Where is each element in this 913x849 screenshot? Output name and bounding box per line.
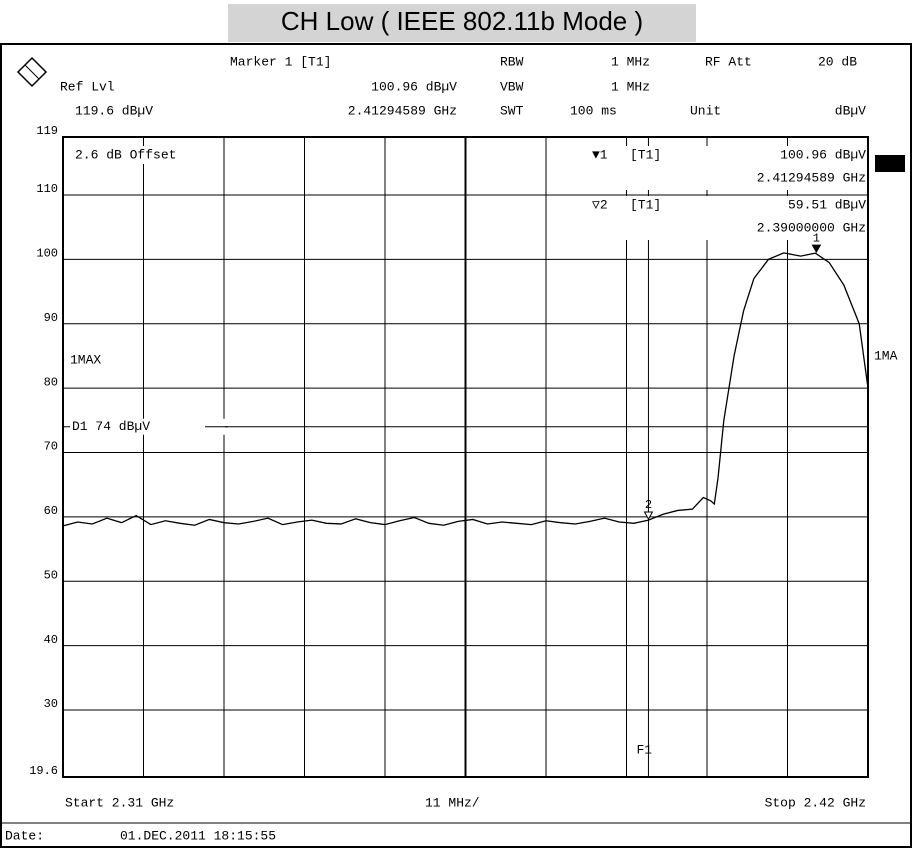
ref-lvl-label: Ref Lvl [60,79,115,94]
logo [16,56,48,88]
marker-trace: [T1] [630,197,661,212]
rf-att-label: RF Att [705,54,752,69]
marker-level: 100.96 dBµV [780,147,866,162]
marker-frequency: 2.41294589 GHz [757,170,866,185]
y-tick-label: 60 [44,504,58,518]
stop-frequency: Stop 2.42 GHz [765,795,866,810]
rbw-value: 1 MHz [611,54,650,69]
trace [62,252,869,527]
unit-value: dBµV [835,103,866,118]
start-frequency: Start 2.31 GHz [65,795,174,810]
unit-label: Unit [690,103,721,118]
swt-value: 100 ms [570,103,617,118]
y-tick-label: 40 [44,633,58,647]
y-tick-label: 50 [44,568,58,582]
marker-frequency: 2.39000000 GHz [757,220,866,235]
marker-level: 100.96 dBµV [371,79,457,94]
swt-label: SWT [500,103,524,118]
rf-att-value: 20 dB [818,54,857,69]
marker-number: 2 [645,498,652,512]
y-tick-label: 80 [44,375,58,389]
marker-table-bg [590,196,867,240]
date-value: 01.DEC.2011 18:15:55 [120,828,276,843]
date-label: Date: [5,828,44,843]
trace-label-right: 1MA [874,348,898,363]
status-box [875,155,905,172]
marker-trace: [T1] [630,147,661,162]
ref-lvl-value: 119.6 dBµV [75,103,153,118]
rbw-label: RBW [500,54,524,69]
screen-border [0,43,912,848]
marker-symbol: ▽2 [592,197,608,212]
plot-frame [62,136,869,778]
marker-header: Marker 1 [T1] [230,54,331,69]
span-per-division: 11 MHz/ [425,795,480,810]
y-tick-label: 30 [44,697,58,711]
offset-bg [70,146,220,164]
y-tick-label: 90 [44,311,58,325]
marker-table-bg [590,146,867,190]
y-tick-label: 19.6 [29,764,58,778]
vbw-label: VBW [500,79,524,94]
offset-label: 2.6 dB Offset [75,147,176,162]
chart-title: CH Low ( IEEE 802.11b Mode ) [281,6,643,36]
display-line-label-bg [70,418,225,435]
marker-frequency: 2.41294589 GHz [348,103,457,118]
y-tick-label: 110 [36,182,58,196]
marker-level: 59.51 dBµV [788,197,866,212]
marker-triangle [811,244,822,254]
marker-number: 1 [813,231,820,245]
marker-symbol: ▼1 [592,147,608,162]
trace-label-left: 1MAX [70,352,101,367]
frequency-line-label: F1 [636,742,652,757]
y-tick-label: 119 [36,124,58,138]
y-tick-label: 100 [36,247,58,261]
marker-triangle [643,511,654,521]
vbw-value: 1 MHz [611,79,650,94]
display-line-label: D1 74 dBµV [72,419,150,434]
y-tick-label: 70 [44,440,58,454]
title-background [228,4,696,42]
